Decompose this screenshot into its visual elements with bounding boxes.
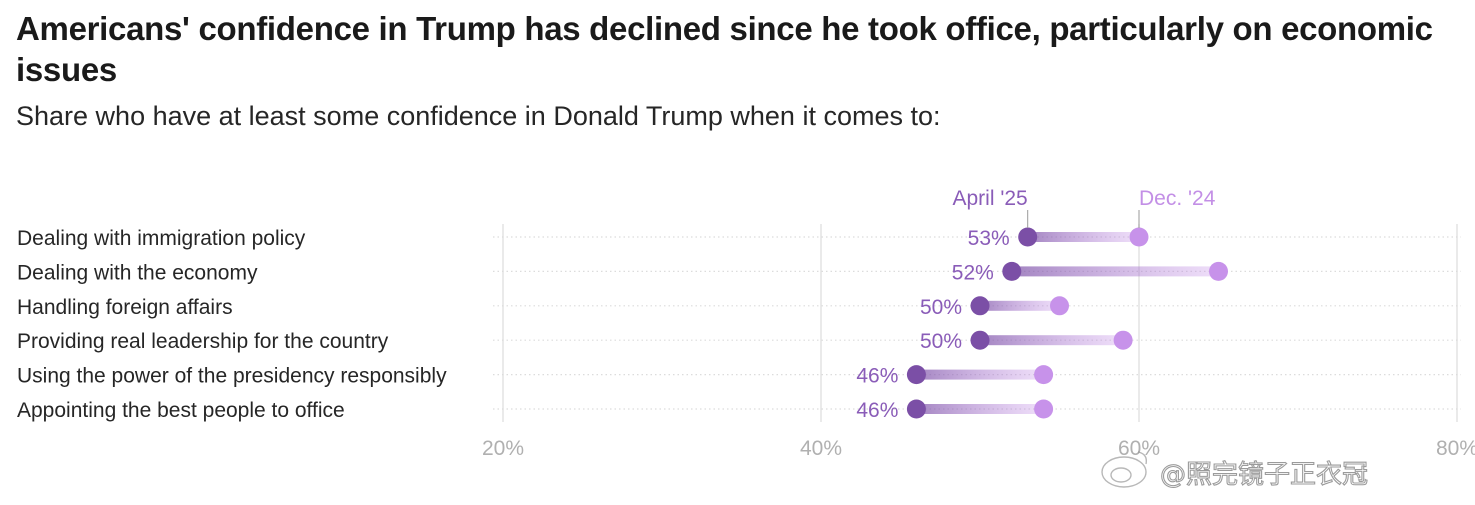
april-25-point xyxy=(1018,227,1038,247)
change-bar xyxy=(1027,232,1139,242)
dec-24-point xyxy=(1129,227,1149,247)
x-tick-label: 60% xyxy=(1118,437,1160,460)
change-bar xyxy=(916,404,1044,414)
change-bar xyxy=(916,369,1044,380)
category-label: Handling foreign affairs xyxy=(17,296,233,319)
april-25-point xyxy=(970,330,990,350)
dec-24-point xyxy=(1113,330,1133,350)
x-tick-label: 80% xyxy=(1436,437,1475,460)
weibo-logo-icon xyxy=(1101,451,1148,488)
category-label: Dealing with the economy xyxy=(17,261,258,284)
grid-layer xyxy=(493,224,1461,422)
legend-label-april-25: April '25 xyxy=(952,187,1027,210)
rows-layer: Dealing with immigration policy 53% Dealin… xyxy=(17,227,1228,422)
category-label: Using the power of the presidency respon… xyxy=(17,365,447,388)
dec-24-point xyxy=(1034,365,1054,385)
dec-24-point xyxy=(1209,261,1228,281)
x-tick-label: 20% xyxy=(482,437,524,460)
value-label: 46% xyxy=(856,365,898,388)
change-bar xyxy=(980,300,1060,311)
chart-title: Americans' confidence in Trump has decli… xyxy=(16,10,1433,88)
value-label: 53% xyxy=(968,227,1010,250)
x-axis: 20% 40% 60% 80% xyxy=(482,437,1475,460)
april-25-point xyxy=(1002,261,1022,281)
april-25-point xyxy=(906,399,926,419)
legend-label-dec-24: Dec. '24 xyxy=(1139,187,1216,210)
april-25-point xyxy=(970,296,990,316)
category-label: Dealing with immigration policy xyxy=(17,227,306,250)
legend-layer: April '25 Dec. '24 xyxy=(952,187,1216,228)
value-label: 52% xyxy=(952,261,994,284)
chart-subtitle: Share who have at least some confidence … xyxy=(16,101,941,131)
dec-24-point xyxy=(1034,399,1054,419)
change-bar xyxy=(980,335,1124,346)
dec-24-point xyxy=(1050,296,1069,316)
x-tick-label: 40% xyxy=(800,437,842,460)
category-label: Appointing the best people to office xyxy=(17,399,345,422)
watermark-text: @照完镜子正衣冠 xyxy=(1160,460,1368,490)
change-bar xyxy=(1011,266,1219,277)
category-label: Providing real leadership for the countr… xyxy=(17,330,389,353)
value-label: 50% xyxy=(920,330,962,353)
value-label: 50% xyxy=(920,296,962,319)
value-label: 46% xyxy=(856,399,898,422)
april-25-point xyxy=(906,365,926,385)
